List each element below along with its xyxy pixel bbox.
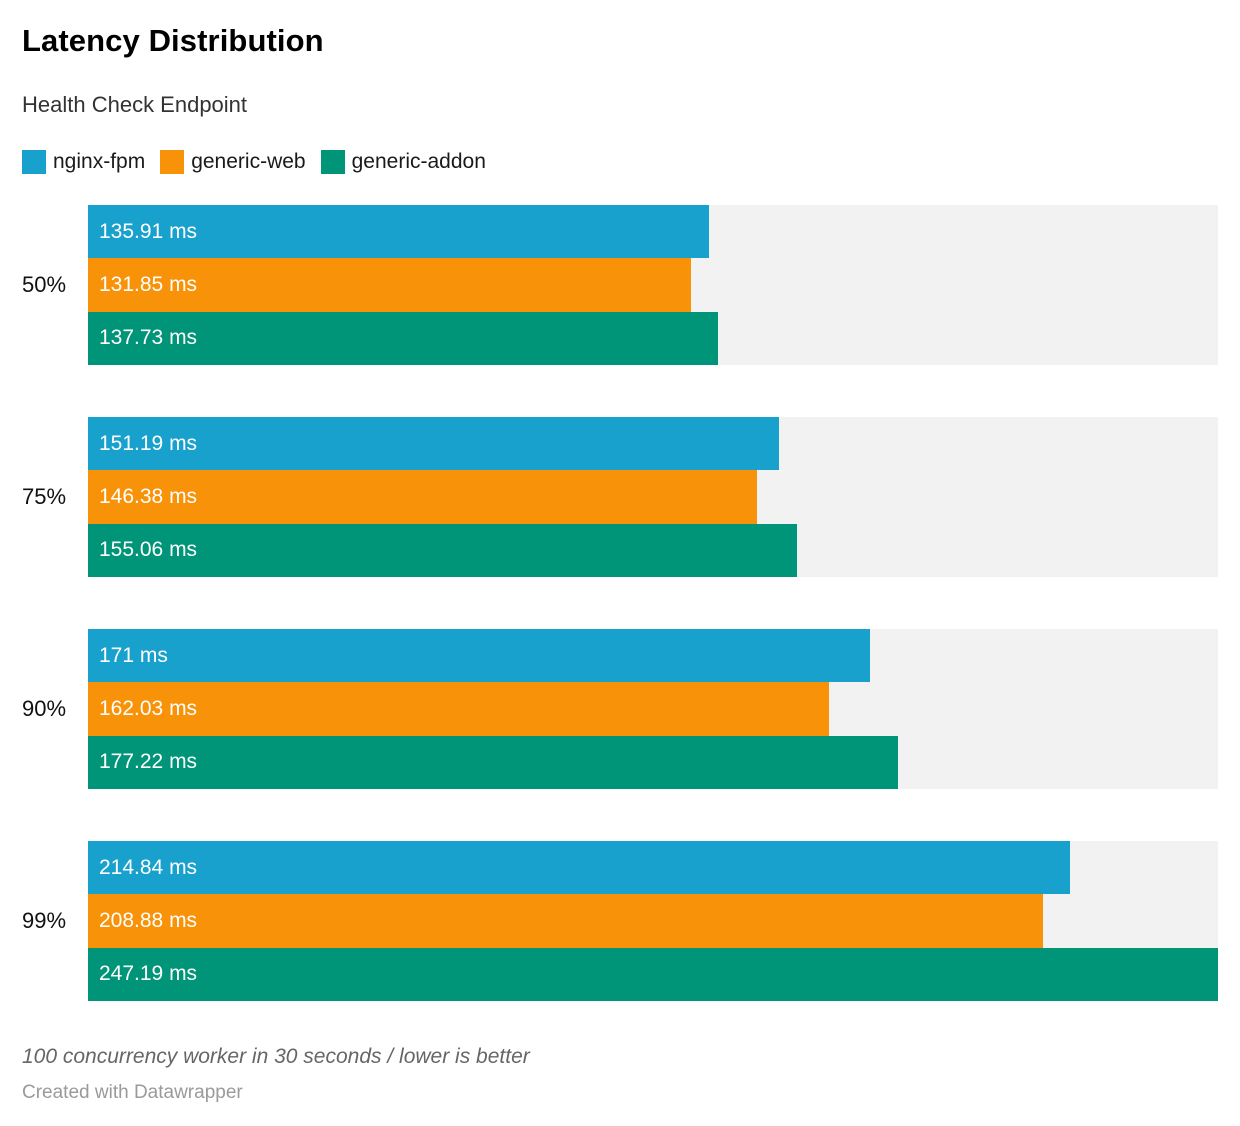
bar-generic-web-75pct: 146.38 ms [88,470,758,524]
category-label: 50% [22,272,67,298]
legend-swatch-icon [320,149,345,174]
bar-track: 151.19 ms 146.38 ms 155.06 ms [88,417,1218,578]
bar-nginx-fpm-50pct: 135.91 ms [88,205,710,259]
bar-generic-addon-90pct: 177.22 ms [88,735,899,790]
datawrapper-attribution-link[interactable]: Created with Datawrapper [22,1082,243,1104]
bar-generic-addon-99pct: 247.19 ms [88,947,1218,1002]
bar-generic-web-99pct: 208.88 ms [88,894,1043,948]
category-label: 90% [22,696,67,722]
legend-item-nginx-fpm: nginx-fpm [22,149,146,174]
value-label: 131.85 ms [99,273,198,297]
bar-generic-web-50pct: 131.85 ms [88,258,691,312]
bar-generic-addon-50pct: 137.73 ms [88,311,718,366]
chart-subtitle: Health Check Endpoint [22,91,248,117]
legend-label: nginx-fpm [53,149,146,173]
value-label: 177.22 ms [99,750,198,774]
value-label: 171 ms [99,643,168,667]
legend-label: generic-addon [351,149,486,173]
legend-swatch-icon [22,149,46,174]
value-label: 208.88 ms [99,909,198,933]
value-label: 137.73 ms [99,326,198,350]
legend-item-generic-web: generic-web [160,149,306,174]
category-label: 99% [22,908,67,934]
bar-track: 135.91 ms 131.85 ms 137.73 ms [88,205,1218,366]
bar-nginx-fpm-75pct: 151.19 ms [88,417,780,471]
plot-area: 50% 135.91 ms 131.85 ms 137.73 ms 75% 151.19 … [22,205,1218,1002]
value-label: 146.38 ms [99,485,198,509]
legend-swatch-icon [160,149,185,174]
bar-group-99pct: 99% 214.84 ms 208.88 ms 247.19 ms [22,841,1218,1002]
bar-nginx-fpm-90pct: 171 ms [88,629,870,683]
bar-group-90pct: 90% 171 ms 162.03 ms 177.22 ms [22,629,1218,790]
category-label: 75% [22,484,67,510]
value-label: 162.03 ms [99,697,198,721]
bar-group-75pct: 75% 151.19 ms 146.38 ms 155.06 ms [22,417,1218,578]
value-label: 135.91 ms [99,219,198,243]
bar-generic-addon-75pct: 155.06 ms [88,523,797,578]
value-label: 155.06 ms [99,538,198,562]
value-label: 151.19 ms [99,431,198,455]
bar-track: 171 ms 162.03 ms 177.22 ms [88,629,1218,790]
legend: nginx-fpm generic-web generic-addon [22,149,1218,174]
bar-track: 214.84 ms 208.88 ms 247.19 ms [88,841,1218,1002]
value-label: 247.19 ms [99,962,198,986]
legend-item-generic-addon: generic-addon [320,149,486,174]
bar-nginx-fpm-99pct: 214.84 ms [88,841,1071,895]
chart-note: 100 concurrency worker in 30 seconds / l… [22,1045,530,1069]
bar-group-50pct: 50% 135.91 ms 131.85 ms 137.73 ms [22,205,1218,366]
page-title: Latency Distribution [22,23,324,58]
legend-label: generic-web [191,149,306,173]
value-label: 214.84 ms [99,855,198,879]
bar-generic-web-90pct: 162.03 ms [88,682,829,736]
